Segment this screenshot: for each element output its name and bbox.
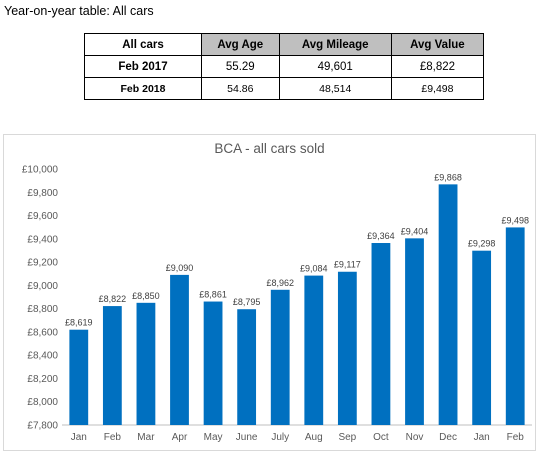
y-tick-label: £8,000	[27, 397, 58, 408]
bar-chart: £7,800 £8,000 £8,200 £8,400 £8,600 £8,800 £9,0…	[22, 165, 532, 443]
data-label: £9,117	[334, 260, 361, 270]
data-label: £8,850	[132, 291, 160, 301]
x-tick-label: Feb	[507, 432, 525, 443]
bar	[438, 184, 458, 425]
bar	[237, 309, 257, 425]
y-tick-label: £9,400	[27, 234, 58, 245]
y-tick-label: £8,800	[27, 304, 58, 315]
table-row: Feb 2017 55.29 49,601 £8,822	[84, 55, 485, 78]
bar	[472, 250, 492, 425]
y-tick-label: £7,800	[27, 421, 58, 432]
y-tick-label: £8,200	[27, 374, 58, 385]
x-tick-label: June	[236, 432, 258, 443]
x-tick-label: Sep	[338, 432, 356, 443]
column-header: Avg Mileage	[278, 33, 392, 56]
data-label: £8,795	[233, 297, 261, 307]
y-tick-label: £10,000	[22, 165, 59, 176]
data-label: £9,498	[501, 215, 529, 225]
data-label: £9,868	[434, 172, 462, 182]
data-label: £9,404	[401, 226, 429, 236]
data-label: £9,090	[166, 263, 194, 273]
column-header: Avg Age	[201, 33, 280, 56]
y-tick-label: £9,200	[27, 258, 58, 269]
row-label: Feb 2017	[84, 55, 202, 78]
x-tick-label: May	[204, 432, 223, 443]
table-cell: 48,514	[278, 77, 392, 100]
table-cell: £8,822	[390, 55, 485, 78]
column-header: Avg Value	[390, 33, 485, 56]
table-header-row: All cars Avg Age Avg Mileage Avg Value	[84, 33, 485, 56]
y-tick-label: £9,800	[27, 188, 58, 199]
bar	[405, 238, 424, 425]
chart-area: BCA - all cars sold £7,800 £8,000 £8,200 £8…	[3, 134, 536, 451]
x-tick-label: July	[271, 432, 289, 443]
data-label: £9,364	[367, 231, 395, 241]
row-label: Feb 2018	[84, 77, 202, 100]
y-tick-label: £8,600	[27, 327, 58, 338]
year-on-year-table: All cars Avg Age Avg Mileage Avg Value F…	[84, 33, 485, 100]
data-label: £9,298	[468, 239, 496, 249]
table-cell: 49,601	[278, 55, 392, 78]
bar	[371, 243, 391, 425]
x-tick-label: Jan	[474, 432, 490, 443]
bar	[505, 227, 525, 425]
table-row: Feb 2018 54.86 48,514 £9,498	[84, 77, 485, 100]
bar	[69, 329, 89, 425]
data-label: £8,619	[65, 318, 93, 328]
page-heading: Year-on-year table: All cars	[4, 4, 154, 18]
data-label: £8,962	[266, 278, 294, 288]
bar	[170, 274, 189, 425]
table-cell: 54.86	[201, 77, 280, 100]
data-label: £8,822	[99, 294, 127, 304]
x-tick-label: Apr	[172, 432, 188, 443]
bar	[270, 289, 290, 425]
x-tick-label: Dec	[439, 432, 457, 443]
bar	[337, 271, 357, 425]
bar	[203, 301, 223, 425]
table-cell: £9,498	[390, 77, 485, 100]
y-tick-label: £8,400	[27, 351, 58, 362]
bar	[304, 275, 324, 425]
column-header: All cars	[84, 33, 202, 56]
y-tick-label: £9,000	[27, 281, 58, 292]
bar	[136, 302, 156, 425]
bar	[102, 306, 122, 425]
y-tick-label: £9,600	[27, 211, 58, 222]
x-tick-label: Feb	[104, 432, 122, 443]
chart-title: BCA - all cars sold	[214, 141, 325, 156]
data-label: £8,861	[199, 290, 227, 300]
x-tick-label: Nov	[406, 432, 424, 443]
x-tick-label: Oct	[373, 432, 389, 443]
table-cell: 55.29	[201, 55, 280, 78]
data-label: £9,084	[300, 264, 328, 274]
x-tick-label: Aug	[305, 432, 323, 443]
x-tick-label: Mar	[137, 432, 155, 443]
x-tick-label: Jan	[71, 432, 87, 443]
